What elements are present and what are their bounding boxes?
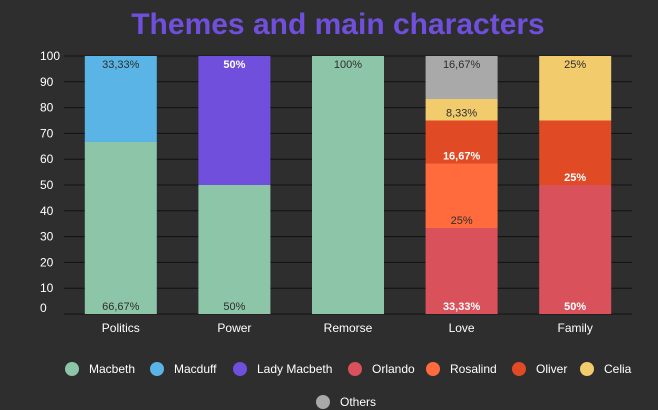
legend-swatch [348, 362, 362, 376]
data-label: 50% [223, 59, 245, 71]
legend-label: Orlando [372, 362, 415, 376]
bar-segment-oliver [425, 120, 498, 164]
data-label: 25% [564, 172, 586, 184]
y-tick-label: 100 [40, 49, 60, 63]
legend: Macbeth Macduff Lady Macbeth Orlando Rosalin… [65, 362, 632, 409]
legend-item-macbeth[interactable]: Macbeth [65, 362, 135, 376]
data-label: 66,67% [102, 301, 140, 313]
legend-label: Oliver [536, 362, 567, 376]
legend-swatch [150, 362, 164, 376]
bar-segment-macduff [84, 56, 157, 142]
y-tick-label: 10 [40, 281, 54, 295]
x-category-label: Politics [102, 321, 140, 335]
legend-label: Lady Macbeth [257, 362, 332, 376]
data-label: 16,67% [443, 151, 481, 163]
legend-item-oliver[interactable]: Oliver [512, 362, 567, 376]
bar-segment-lady-macbeth [198, 56, 271, 185]
x-category-label: Love [449, 321, 475, 335]
legend-item-celia[interactable]: Celia [580, 362, 632, 376]
legend-swatch [512, 362, 526, 376]
bars [84, 56, 612, 314]
data-label: 8,33% [446, 108, 477, 120]
y-tick-label: 0 [40, 301, 47, 315]
y-tick-label: 90 [40, 75, 54, 89]
x-category-label: Remorse [324, 321, 373, 335]
bar-segment-celia [539, 56, 612, 121]
y-tick-label: 40 [40, 204, 54, 218]
data-label: 100% [334, 59, 362, 71]
x-category-label: Power [217, 321, 251, 335]
bar-segment-others [425, 56, 498, 100]
y-tick-label: 20 [40, 255, 54, 269]
bar-segment-rosalind [425, 163, 498, 229]
legend-swatch [65, 362, 79, 376]
data-label: 33,33% [102, 59, 140, 71]
legend-item-rosalind[interactable]: Rosalind [426, 362, 497, 376]
legend-swatch [316, 395, 330, 409]
data-label: 16,67% [443, 59, 481, 71]
bar-segment-oliver [539, 120, 612, 185]
data-label: 25% [564, 59, 586, 71]
legend-item-macduff[interactable]: Macduff [150, 362, 217, 376]
y-tick-label: 80 [40, 101, 54, 115]
y-tick-label: 70 [40, 126, 54, 140]
legend-label: Others [340, 395, 376, 409]
bar-segment-macbeth [84, 141, 157, 314]
x-axis: Politics Power Remorse Love Family [102, 321, 593, 335]
data-label: 50% [223, 301, 245, 313]
bar-segment-orlando [539, 185, 612, 314]
chart-title: Themes and main characters [131, 8, 545, 41]
legend-swatch [426, 362, 440, 376]
y-tick-label: 60 [40, 152, 54, 166]
legend-item-lady-macbeth[interactable]: Lady Macbeth [233, 362, 332, 376]
y-axis: 0 10 20 30 40 50 60 70 80 90 100 [40, 49, 60, 315]
legend-item-others[interactable]: Others [316, 395, 376, 409]
bar-segment-macbeth [198, 185, 271, 314]
legend-swatch [233, 362, 247, 376]
data-labels: 66,67% 33,33% 50% 50% 100% 33,33% 25% 16,67% 8,3… [102, 59, 586, 313]
legend-label: Macbeth [89, 362, 135, 376]
data-label: 50% [564, 301, 586, 313]
legend-label: Rosalind [450, 362, 497, 376]
bar-segment-orlando [425, 228, 498, 314]
data-label: 25% [451, 215, 473, 227]
legend-label: Macduff [174, 362, 217, 376]
legend-swatch [580, 362, 594, 376]
x-category-label: Family [558, 321, 593, 335]
legend-label: Celia [604, 362, 632, 376]
y-tick-label: 30 [40, 230, 54, 244]
bar-segment-macbeth [312, 56, 384, 314]
legend-item-orlando[interactable]: Orlando [348, 362, 415, 376]
bar-segment-celia [425, 99, 498, 121]
data-label: 33,33% [443, 301, 481, 313]
y-tick-label: 50 [40, 178, 54, 192]
